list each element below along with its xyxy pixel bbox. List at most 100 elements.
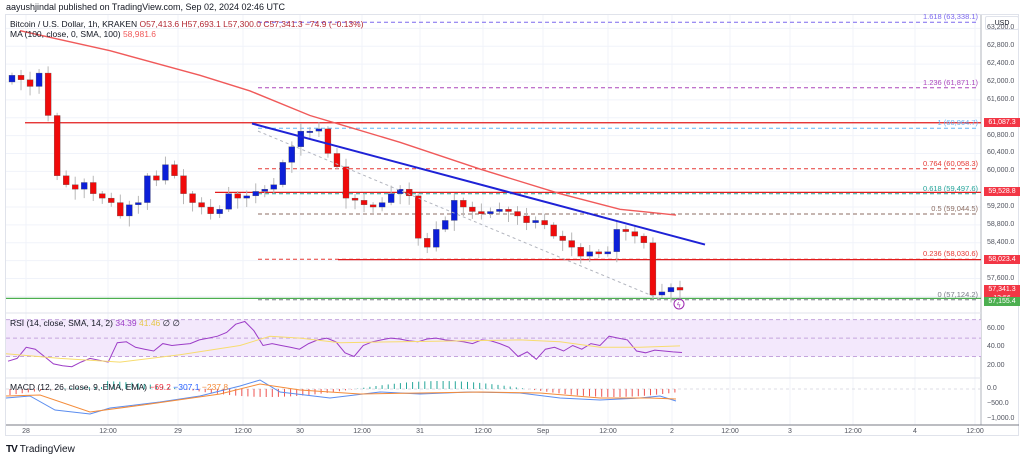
- ohlc-low: L57,300.0: [223, 19, 261, 29]
- candle-down: [117, 202, 124, 217]
- macd-hist-value: −69.2: [149, 382, 171, 392]
- ohlc-open: O57,413.6: [139, 19, 180, 29]
- candle-down: [595, 251, 602, 255]
- rsi-label: RSI (14, close, SMA, 14, 2): [10, 318, 113, 328]
- ma-label: MA (100, close, 0, SMA, 100): [10, 29, 121, 39]
- footer-brand[interactable]: TV TradingView: [6, 444, 75, 455]
- candle-up: [451, 200, 458, 221]
- time-tick: 30: [296, 428, 304, 435]
- lightning-icon-glyph: ϟ: [677, 302, 682, 310]
- candle-down: [99, 193, 106, 199]
- candle-down: [171, 164, 178, 176]
- candle-up: [658, 291, 666, 296]
- candle-down: [333, 153, 341, 167]
- candle-up: [126, 204, 133, 217]
- price-tag: 57,155.4: [984, 297, 1020, 307]
- chart-frame[interactable]: [5, 14, 1019, 436]
- time-tick: 12:00: [474, 428, 492, 435]
- rsi-tick: 60.00: [987, 324, 1005, 332]
- publisher-line: aayushjindal published on TradingView.co…: [6, 2, 286, 12]
- candle-down: [505, 209, 512, 212]
- time-tick: 12:00: [721, 428, 739, 435]
- symbol-legend: Bitcoin / U.S. Dollar, 1h, KRAKEN O57,41…: [10, 19, 364, 29]
- candle-down: [342, 166, 350, 199]
- time-tick: 12:00: [353, 428, 371, 435]
- macd-legend: MACD (12, 26, close, 9, EMA, EMA) −69.2 …: [10, 382, 228, 392]
- macd-label: MACD (12, 26, close, 9, EMA, EMA): [10, 382, 147, 392]
- candle-up: [667, 287, 675, 293]
- rsi-extra: ∅ ∅: [162, 318, 180, 328]
- candle-down: [559, 235, 566, 241]
- ma-legend: MA (100, close, 0, SMA, 100) 58,981.6: [10, 29, 156, 39]
- candle-up: [378, 202, 386, 208]
- price-tick: 62,400.0: [987, 60, 1015, 68]
- candle-down: [550, 224, 557, 237]
- price-tick: 57,600.0: [987, 274, 1015, 282]
- price-tick: 63,200.0: [987, 24, 1015, 32]
- candle-down: [180, 175, 187, 194]
- candle-down: [649, 242, 657, 296]
- time-tick: 12:00: [966, 428, 984, 435]
- macd-line-value: −307.1: [173, 382, 200, 392]
- candle-down: [676, 287, 684, 291]
- time-tick: 12:00: [844, 428, 862, 435]
- time-tick: 12:00: [599, 428, 617, 435]
- candle-up: [442, 220, 449, 230]
- candle-down: [189, 193, 196, 203]
- macd-line: [5, 379, 677, 415]
- candle-down: [63, 175, 70, 185]
- candle-up: [532, 220, 539, 223]
- fib-level-label: 1.236 (61,871.1): [922, 77, 978, 87]
- fib-level-label: 1 (60,964.7): [937, 118, 978, 128]
- lightning-icon: [673, 298, 685, 310]
- time-tick: 31: [416, 428, 424, 435]
- rsi-line: [7, 320, 683, 368]
- candle-up: [270, 184, 277, 190]
- time-tick: 12:00: [99, 428, 117, 435]
- fib-level-label: 0 (57,124.2): [937, 289, 978, 299]
- bearish-trendline: [251, 122, 706, 246]
- candle-up: [144, 175, 151, 203]
- macd-tick: 0.0: [987, 385, 997, 392]
- candle-down: [44, 72, 52, 116]
- ohlc-high: H57,693.1: [181, 19, 221, 29]
- price-tick: 62,800.0: [987, 42, 1015, 50]
- candle-down: [631, 231, 639, 237]
- macd-tick: −500.0: [987, 400, 1009, 407]
- ohlc-close: C57,341.3: [263, 19, 303, 29]
- currency-button[interactable]: USD: [985, 16, 1019, 30]
- candle-down: [415, 195, 422, 239]
- candle-down: [369, 204, 377, 208]
- rsi-value: 34.39: [115, 318, 137, 328]
- candle-up: [252, 191, 259, 197]
- candle-up: [288, 146, 295, 163]
- candle-down: [53, 115, 61, 176]
- candle-up: [81, 182, 88, 190]
- fib-level-label: 0.618 (59,497.6): [922, 183, 978, 193]
- candle-up: [279, 162, 286, 185]
- candle-up: [297, 130, 305, 147]
- candle-down: [234, 193, 241, 199]
- time-tick: 29: [174, 428, 182, 435]
- price-tag: 61,087.3: [984, 117, 1020, 127]
- candle-up: [162, 164, 169, 181]
- time-tick: 2: [670, 428, 674, 435]
- price-tick: 62,000.0: [987, 77, 1015, 85]
- fib-level-label: 0.5 (59,044.5): [931, 203, 978, 213]
- candle-down: [207, 206, 214, 214]
- fib-level-label: 0.236 (58,030.6): [922, 249, 978, 259]
- candle-down: [26, 79, 34, 87]
- macd-tick: −1,000.0: [987, 415, 1015, 422]
- candle-down: [406, 189, 413, 197]
- candle-down: [153, 175, 160, 181]
- time-tick: 12:00: [234, 428, 252, 435]
- candle-down: [478, 211, 485, 214]
- candle-up: [35, 72, 43, 87]
- candle-up: [496, 209, 503, 212]
- candle-down: [198, 202, 205, 208]
- time-tick: 3: [788, 428, 792, 435]
- candle-up: [487, 211, 494, 214]
- candle-down: [360, 200, 368, 205]
- candle-up: [586, 251, 593, 257]
